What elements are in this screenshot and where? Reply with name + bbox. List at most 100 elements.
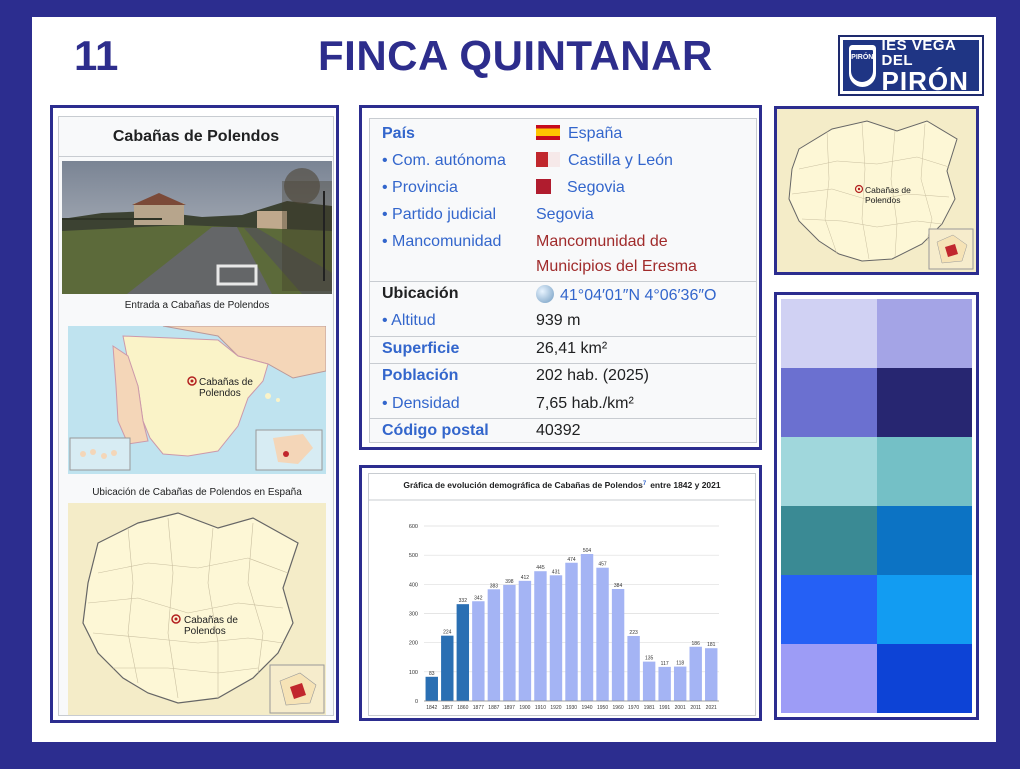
- palette-swatch: [781, 299, 877, 368]
- segovia-flag-icon: [536, 179, 551, 194]
- chart-bar[interactable]: [441, 635, 454, 701]
- manco-label[interactable]: • Mancomunidad: [382, 233, 502, 250]
- thumb-map-label-1: Cabañas de: [865, 185, 911, 195]
- ubic-label: Ubicación: [382, 285, 459, 302]
- pais-value[interactable]: España: [568, 125, 623, 142]
- chart-bar[interactable]: [518, 580, 532, 701]
- sup-value: 26,41 km²: [536, 340, 608, 357]
- chart-x-tick: 1970: [628, 705, 639, 711]
- cp-label[interactable]: Código postal: [382, 422, 489, 439]
- prov-map-label-1: Cabañas de: [184, 615, 238, 626]
- logo-line1: IES VEGA DEL: [881, 36, 956, 69]
- chart-x-tick: 1930: [566, 705, 577, 711]
- partido-value[interactable]: Segovia: [536, 206, 594, 223]
- chart-title-sup: 7: [643, 481, 647, 487]
- palette-swatch: [781, 368, 877, 437]
- palette-swatch: [781, 506, 877, 575]
- chart-bar[interactable]: [565, 562, 578, 701]
- chart-x-tick: 1960: [613, 705, 624, 711]
- color-palette-panel: [774, 292, 979, 720]
- castilla-leon-flag-icon: [536, 152, 560, 167]
- chart-bar[interactable]: [580, 554, 594, 701]
- chart-y-tick: 500: [409, 553, 418, 559]
- chart-y-tick: 200: [409, 641, 418, 647]
- chart-bar[interactable]: [689, 646, 702, 701]
- chart-bar[interactable]: [549, 575, 563, 701]
- chart-y-tick: 0: [415, 699, 418, 705]
- chart-y-tick: 300: [409, 612, 418, 618]
- prov-map-label-2: Polendos: [184, 626, 226, 637]
- palette-swatch: [876, 644, 972, 713]
- chart-x-tick: 1940: [581, 705, 592, 711]
- chart-x-tick: 2021: [706, 705, 717, 711]
- manco-value-2[interactable]: Municipios del Eresma: [536, 258, 697, 275]
- alt-value: 939 m: [536, 312, 581, 329]
- chart-bar[interactable]: [673, 666, 687, 701]
- palette-swatch: [781, 575, 877, 644]
- spain-map-caption: Ubicación de Cabañas de Polendos en Espa…: [92, 487, 302, 498]
- shield-text: PIRÓN: [849, 47, 876, 84]
- chart-bar[interactable]: [627, 635, 640, 701]
- infobox-panel: Cabañas de Polendos Entrada a Cabañas de…: [50, 105, 339, 723]
- segovia-province-map[interactable]: Cabañas de Polendos: [68, 503, 326, 715]
- chart-bar[interactable]: [487, 589, 501, 701]
- chart-bar[interactable]: [658, 666, 671, 701]
- manco-value-1[interactable]: Mancomunidad de: [536, 233, 668, 250]
- chart-bar[interactable]: [503, 584, 516, 701]
- chart-x-tick: 1920: [550, 705, 561, 711]
- alt-label[interactable]: • Altitud: [382, 312, 436, 329]
- chart-bar[interactable]: [456, 604, 470, 701]
- dens-label[interactable]: • Densidad: [382, 395, 460, 412]
- infobox-title: Cabañas de Polendos: [59, 117, 333, 157]
- spain-locator-map[interactable]: Cabañas de Polendos: [68, 326, 326, 474]
- prov-label[interactable]: • Provincia: [382, 179, 458, 196]
- chart-bar[interactable]: [472, 601, 485, 701]
- slide-number: 11: [74, 32, 119, 79]
- palette-swatch: [876, 299, 972, 368]
- chart-bar[interactable]: [425, 676, 438, 701]
- spain-flag-icon: [536, 125, 560, 140]
- chart-data-label: 223: [629, 630, 638, 636]
- chart-data-label: 342: [474, 595, 483, 601]
- dens-value: 7,65 hab./km²: [536, 395, 634, 412]
- chart-x-tick: 1877: [473, 705, 484, 711]
- sup-label[interactable]: Superficie: [382, 340, 460, 357]
- population-chart: Gráfica de evolución demográfica de Caba…: [369, 480, 755, 711]
- chart-x-tick: 1887: [488, 705, 499, 711]
- chart-x-tick: 1860: [457, 705, 468, 711]
- chart-bar[interactable]: [534, 571, 547, 701]
- chart-title-suffix: entre 1842 y 2021: [650, 480, 721, 490]
- pob-label[interactable]: Población: [382, 367, 459, 384]
- photo-caption: Entrada a Cabañas de Polendos: [124, 300, 270, 311]
- chart-data-label: 504: [583, 548, 592, 554]
- globe-icon: [536, 285, 554, 303]
- chart-y-tick: 600: [409, 524, 418, 530]
- chart-bar[interactable]: [705, 648, 718, 701]
- com-value[interactable]: Castilla y León: [568, 152, 673, 169]
- facts-table-panel: País España • Com. autónoma Castilla y Leó…: [359, 105, 762, 450]
- chart-x-tick: 2001: [675, 705, 686, 711]
- prov-value[interactable]: Segovia: [567, 179, 625, 196]
- pais-label[interactable]: País: [382, 125, 415, 142]
- chart-bar[interactable]: [642, 661, 656, 701]
- segovia-map-thumbnail[interactable]: Cabañas de Polendos: [774, 106, 979, 275]
- chart-y-tick: 400: [409, 582, 418, 588]
- chart-x-tick: 1981: [644, 705, 655, 711]
- chart-x-tick: 1950: [597, 705, 608, 711]
- slide-title: FINCA QUINTANAR: [318, 32, 713, 79]
- village-entrance-photo[interactable]: [62, 161, 332, 294]
- chart-data-label: 224: [443, 630, 452, 636]
- chart-title: Gráfica de evolución demográfica de Caba…: [403, 480, 643, 490]
- chart-data-label: 431: [552, 569, 561, 575]
- chart-data-label: 135: [645, 656, 654, 662]
- chart-bar[interactable]: [596, 567, 609, 701]
- chart-bar[interactable]: [611, 589, 625, 701]
- com-label[interactable]: • Com. autónoma: [382, 152, 506, 169]
- cp-value: 40392: [536, 422, 581, 439]
- palette-swatch: [876, 506, 972, 575]
- svg-text:Gráfica de evolución demográfi: Gráfica de evolución demográfica de Caba…: [403, 480, 721, 490]
- chart-data-label: 398: [505, 579, 514, 585]
- chart-data-label: 445: [536, 565, 545, 571]
- partido-label[interactable]: • Partido judicial: [382, 206, 497, 223]
- ubic-value[interactable]: 41°04′01″N 4°06′36″O: [560, 287, 717, 304]
